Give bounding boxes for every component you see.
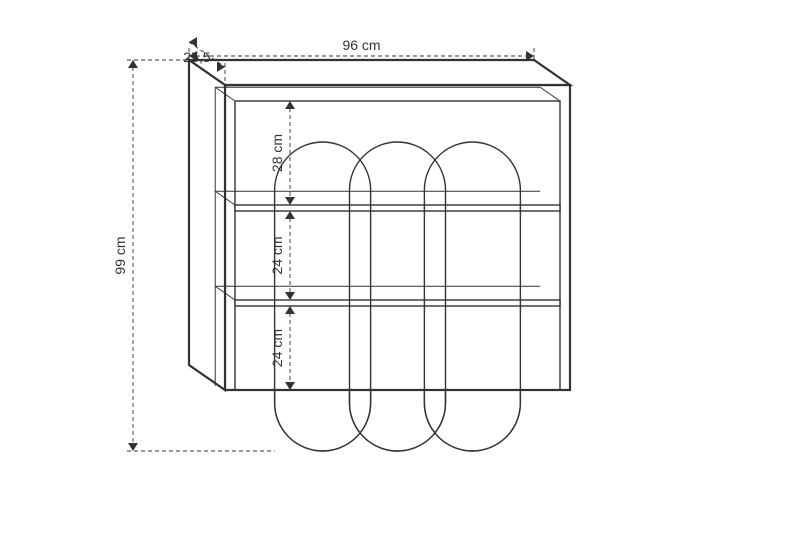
dimension-drawing: 96 cm 25,5 99 cm 28 cm 24 cm 24 cm — [0, 0, 800, 533]
dim-section-mid-label: 24 cm — [269, 236, 285, 274]
cabinet-body — [189, 60, 570, 451]
dim-depth-label: 25,5 — [183, 49, 210, 65]
dim-height-label: 99 cm — [112, 236, 128, 274]
dim-section-bot-label: 24 cm — [269, 329, 285, 367]
dim-width-label: 96 cm — [342, 37, 380, 53]
dim-section-top-label: 28 cm — [269, 134, 285, 172]
